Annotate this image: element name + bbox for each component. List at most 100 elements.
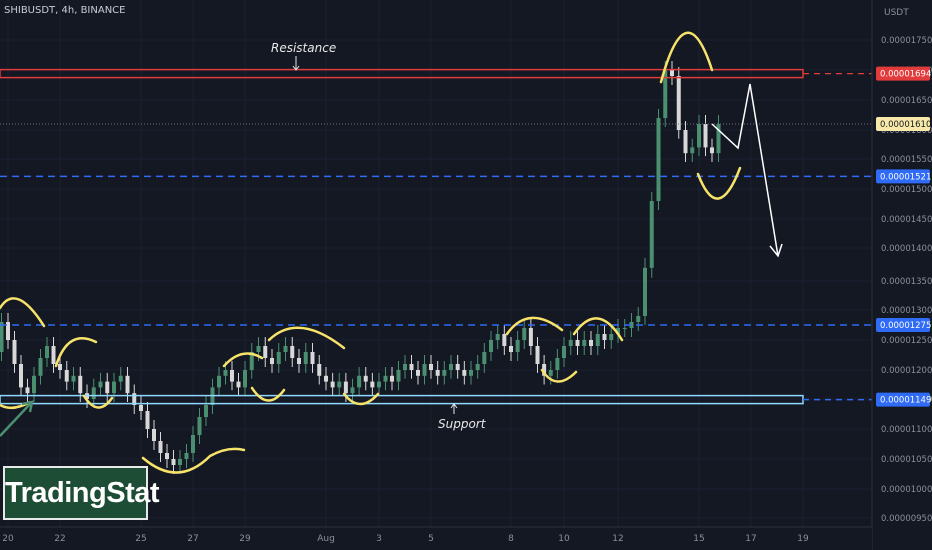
candle-body bbox=[217, 375, 221, 388]
price-tick-label: 0.00001500 bbox=[881, 185, 932, 195]
candle-body bbox=[91, 387, 96, 399]
pattern-curve bbox=[696, 166, 742, 200]
candle-body bbox=[139, 405, 143, 411]
price-levels: Resistance Support bbox=[0, 41, 872, 431]
current-price-tag-bg bbox=[876, 117, 930, 131]
candle-body bbox=[12, 340, 17, 364]
candle-body bbox=[595, 334, 600, 346]
candle-body bbox=[690, 147, 695, 154]
candle-body bbox=[509, 346, 513, 352]
price-axis[interactable]: USDT0.000017500.000017000.000016500.0000… bbox=[871, 0, 932, 550]
candle-body bbox=[297, 358, 301, 364]
candle-body bbox=[422, 364, 427, 376]
candle-body bbox=[145, 411, 150, 429]
candle-body bbox=[455, 364, 460, 370]
candle-body bbox=[204, 405, 208, 417]
candle-body bbox=[555, 358, 560, 370]
pattern-curve bbox=[222, 352, 264, 368]
price-tick-label: 0.00001400 bbox=[881, 244, 932, 254]
time-tick-label: 12 bbox=[612, 534, 623, 544]
candle-body bbox=[51, 346, 56, 364]
candle-body bbox=[118, 375, 123, 382]
candle-body bbox=[38, 358, 43, 376]
candle-body bbox=[462, 370, 467, 376]
candle-body bbox=[683, 130, 688, 154]
candle-body bbox=[317, 364, 322, 376]
candle-body bbox=[324, 375, 328, 382]
tradingstat-logo: TradingStat bbox=[3, 466, 160, 520]
pattern-curve bbox=[250, 386, 286, 402]
time-axis[interactable]: 20 22 25 27 29 Aug 3 5 8 10 12 15 17 19 bbox=[0, 526, 872, 550]
candle-body bbox=[283, 346, 288, 352]
candle-body bbox=[442, 370, 447, 376]
candle-body bbox=[263, 346, 268, 358]
candle-body bbox=[469, 370, 473, 376]
candle-body bbox=[276, 352, 281, 364]
candle-body bbox=[522, 328, 527, 340]
candle-body bbox=[191, 435, 195, 453]
candle-body bbox=[475, 364, 480, 370]
candle-body bbox=[502, 334, 507, 346]
time-axis-bg bbox=[0, 527, 872, 550]
candle-body bbox=[152, 429, 156, 441]
candle-body bbox=[45, 346, 49, 358]
candle-body bbox=[390, 375, 394, 382]
candle-body bbox=[71, 375, 76, 382]
time-tick-label: 3 bbox=[376, 534, 382, 544]
candle-body bbox=[105, 381, 110, 394]
candle-body bbox=[350, 387, 355, 394]
candle-body bbox=[165, 453, 169, 459]
candles bbox=[0, 61, 721, 474]
candle-body bbox=[25, 387, 30, 394]
candle-body bbox=[403, 364, 407, 370]
price-axis-bg bbox=[872, 0, 932, 550]
candle-body bbox=[535, 346, 540, 364]
pattern-curve bbox=[659, 31, 714, 84]
time-tick-label: 20 bbox=[2, 534, 14, 544]
time-tick-label: 17 bbox=[745, 534, 756, 544]
candle-body bbox=[449, 364, 453, 370]
level-price-tag: 0.00001275 bbox=[880, 321, 931, 331]
candle-body bbox=[409, 364, 414, 370]
pattern-annotations bbox=[0, 31, 783, 474]
candle-body bbox=[303, 352, 308, 364]
price-tick-label: 0.00001250 bbox=[881, 336, 932, 346]
symbol-header: SHIBUSDT, 4h, BINANCE bbox=[4, 5, 126, 16]
support-price-tag: 0.00001149 bbox=[880, 396, 931, 406]
candle-body bbox=[568, 340, 573, 346]
candle-body bbox=[256, 346, 261, 352]
candle-body bbox=[396, 370, 401, 382]
candle-body bbox=[495, 334, 500, 340]
time-tick-label: Aug bbox=[317, 534, 335, 544]
level-price-tag: 0.00001521 bbox=[880, 172, 931, 182]
time-tick-label: 19 bbox=[797, 534, 809, 544]
time-tick-label: 22 bbox=[54, 534, 65, 544]
price-tick-label: 0.00001100 bbox=[881, 425, 932, 435]
candle-body bbox=[649, 201, 654, 268]
candle-body bbox=[132, 393, 137, 405]
pattern-curve bbox=[505, 316, 564, 336]
candle-body bbox=[416, 370, 420, 376]
candle-body bbox=[370, 381, 375, 388]
level-price-tag-bg bbox=[876, 169, 930, 184]
candle-body bbox=[515, 340, 520, 352]
candle-body bbox=[528, 328, 533, 346]
price-tick-label: 0.00001050 bbox=[881, 455, 932, 465]
candle-body bbox=[178, 459, 182, 465]
pattern-curve bbox=[267, 326, 346, 350]
candle-body bbox=[337, 381, 342, 388]
candle-body bbox=[270, 358, 274, 364]
time-tick-label: 25 bbox=[135, 534, 146, 544]
pattern-curve bbox=[82, 394, 114, 409]
resistance-label: Resistance bbox=[271, 41, 336, 55]
time-tick-label: 29 bbox=[239, 534, 251, 544]
candle-body bbox=[158, 441, 163, 453]
candle-body bbox=[249, 352, 254, 370]
candle-body bbox=[636, 316, 641, 322]
time-tick-label: 27 bbox=[187, 534, 198, 544]
candle-body bbox=[78, 375, 83, 394]
candle-body bbox=[383, 375, 388, 382]
candle-body bbox=[223, 370, 228, 376]
